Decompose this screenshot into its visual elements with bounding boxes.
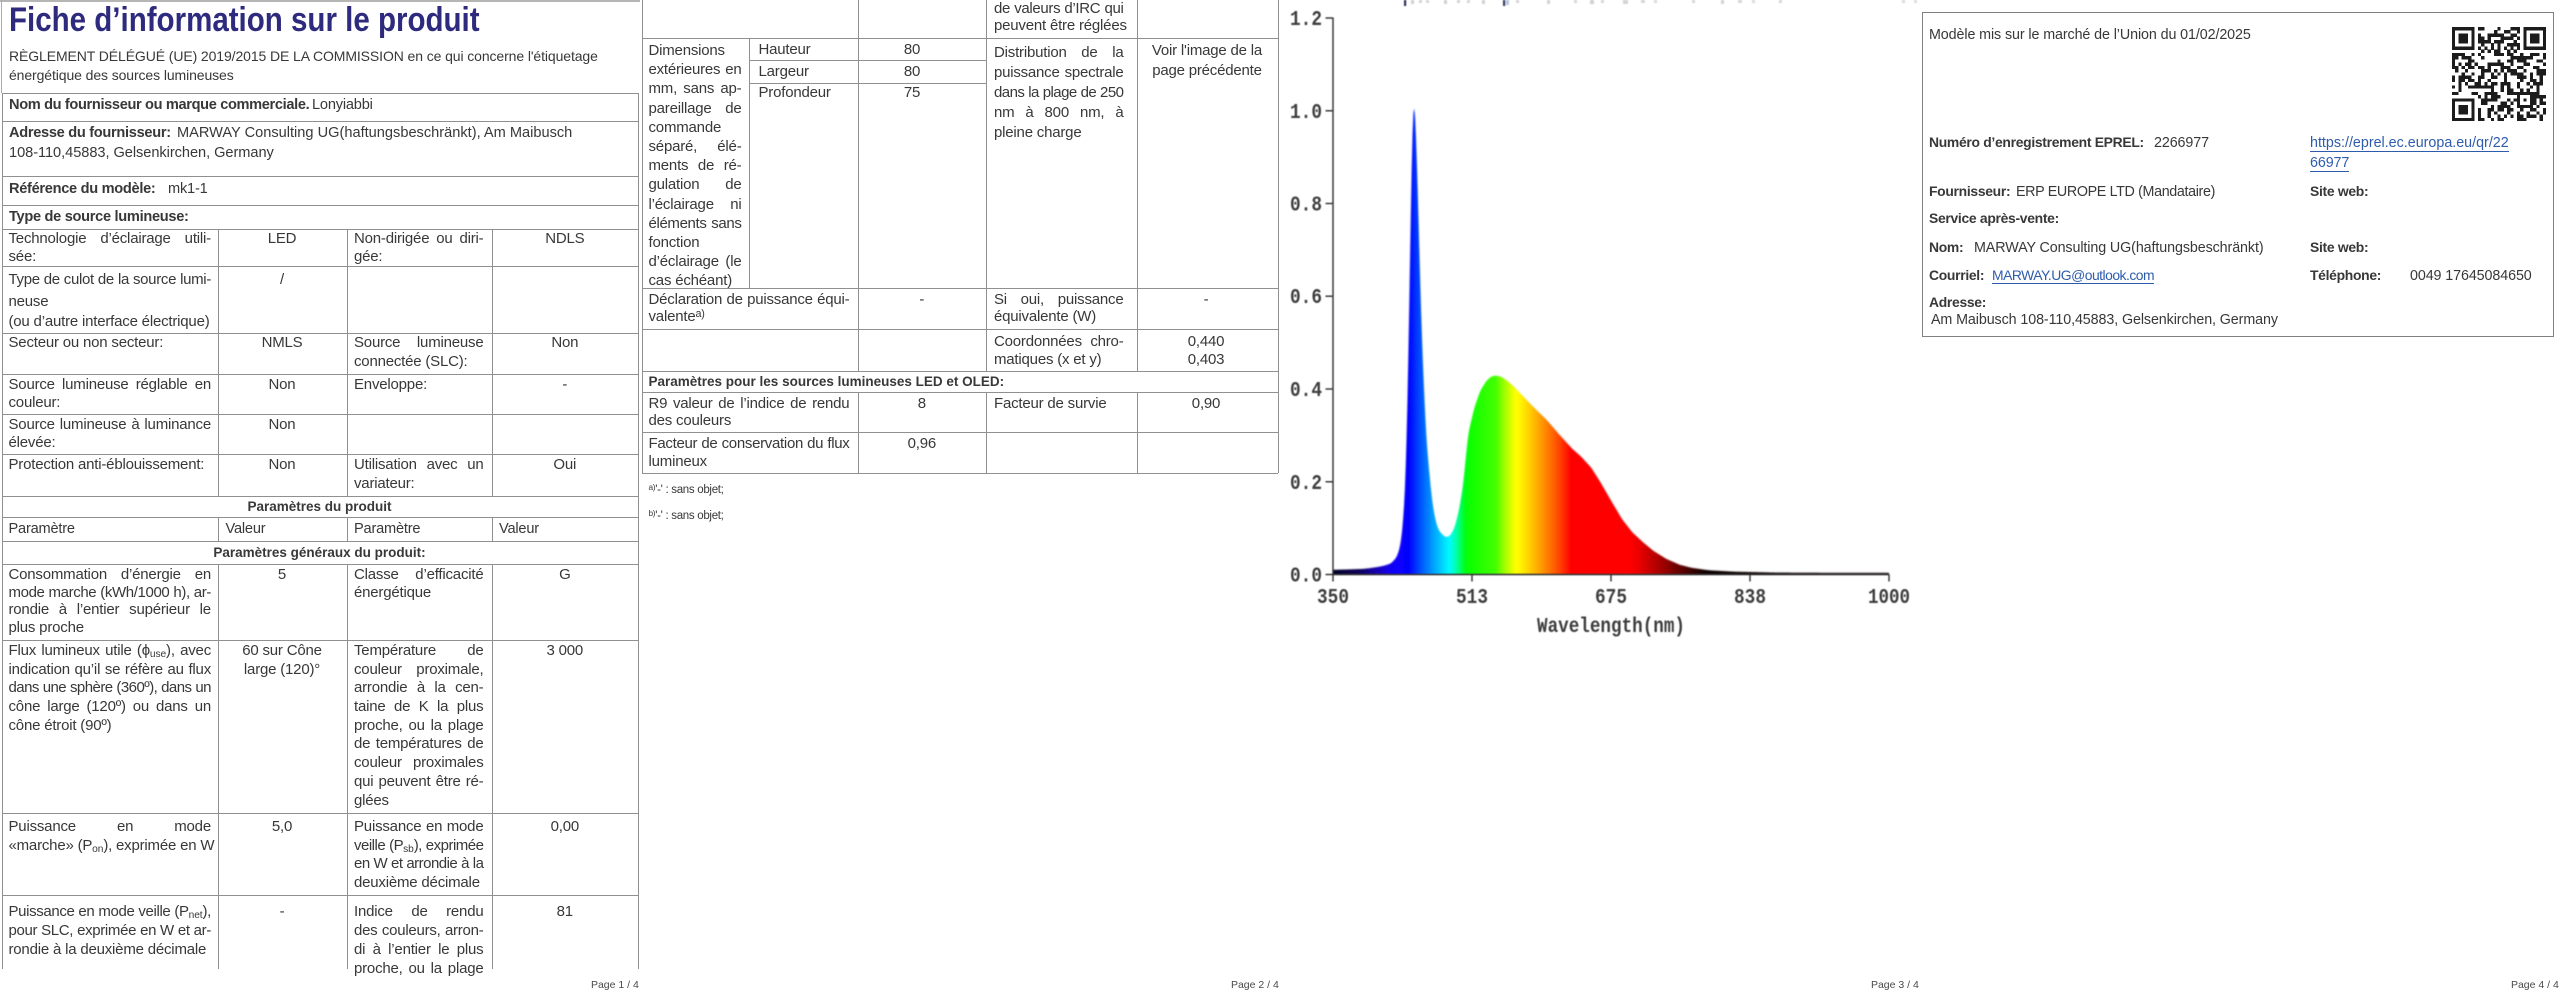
svg-text:1000: 1000 (1868, 587, 1910, 610)
svg-text:513: 513 (1456, 587, 1488, 610)
svg-text:0.0: 0.0 (1290, 566, 1322, 589)
svg-text:1.0: 1.0 (1290, 102, 1322, 125)
svg-text:0.2: 0.2 (1290, 473, 1322, 496)
svg-text:0.6: 0.6 (1290, 287, 1322, 310)
svg-text:0.8: 0.8 (1290, 195, 1322, 218)
svg-text:675: 675 (1595, 587, 1627, 610)
svg-text:1.2: 1.2 (1290, 9, 1322, 32)
svg-text:838: 838 (1734, 587, 1766, 610)
svg-text:350: 350 (1317, 587, 1349, 610)
svg-text:0.4: 0.4 (1290, 380, 1322, 403)
svg-text:Wavelength(nm): Wavelength(nm) (1537, 616, 1685, 639)
